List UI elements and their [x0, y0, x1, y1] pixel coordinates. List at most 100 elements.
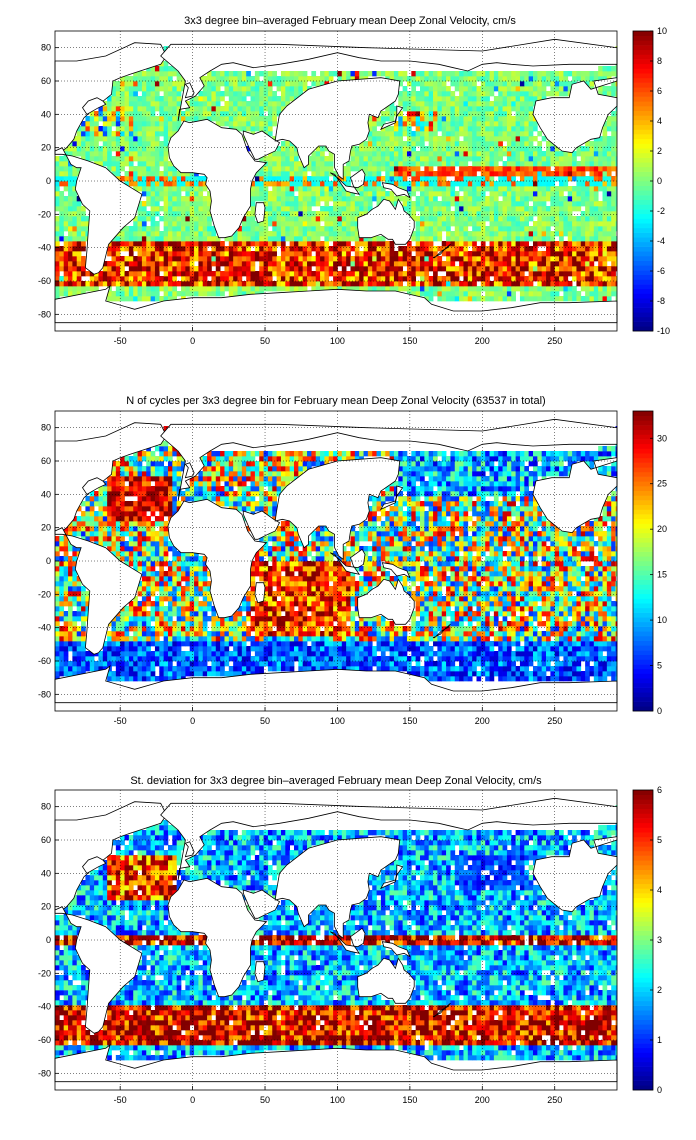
heatmap-cell: [424, 226, 430, 232]
heatmap-cell: [446, 256, 451, 262]
heatmap-cell: [506, 671, 512, 677]
heatmap-cell: [437, 156, 443, 162]
heatmap-cell: [163, 166, 169, 172]
heatmap-cell: [424, 211, 430, 217]
heatmap-cell: [315, 666, 321, 672]
heatmap-cell: [146, 256, 151, 262]
heatmap-cell: [120, 281, 125, 287]
heatmap-cell: [411, 111, 417, 117]
heatmap-cell: [276, 261, 282, 267]
heatmap-cell: [524, 106, 529, 112]
heatmap-cell: [154, 101, 160, 107]
heatmap-cell: [198, 96, 204, 102]
heatmap-cell: [511, 261, 516, 267]
heatmap-cell: [141, 661, 147, 667]
heatmap-cell: [519, 286, 525, 292]
heatmap-cell: [194, 116, 199, 122]
heatmap-cell: [424, 291, 430, 297]
heatmap-cell: [259, 261, 264, 267]
heatmap-cell: [450, 236, 456, 242]
heatmap-cell: [172, 221, 178, 227]
heatmap-cell: [567, 676, 573, 682]
heatmap-cell: [567, 271, 573, 277]
heatmap-cell: [528, 81, 534, 87]
heatmap-cell: [359, 286, 364, 292]
heatmap-cell: [146, 231, 151, 237]
heatmap-cell: [172, 281, 178, 287]
heatmap-cell: [580, 71, 586, 77]
colorbar-segment: [633, 120, 653, 126]
heatmap-cell: [189, 671, 195, 677]
heatmap-cell: [446, 211, 451, 217]
heatmap-cell: [485, 666, 490, 672]
heatmap-cell: [107, 291, 112, 297]
heatmap-cell: [459, 146, 464, 152]
heatmap-cell: [441, 161, 447, 167]
heatmap-cell: [367, 206, 373, 212]
heatmap-cell: [563, 196, 569, 202]
heatmap-cell: [493, 86, 499, 92]
heatmap-cell: [250, 96, 256, 102]
heatmap-cell: [515, 116, 521, 122]
heatmap-cell: [241, 136, 247, 142]
heatmap-cell: [272, 186, 277, 192]
heatmap-cell: [150, 196, 156, 202]
heatmap-cell: [502, 176, 508, 182]
heatmap-cell: [150, 121, 156, 127]
heatmap-cell: [420, 256, 425, 262]
heatmap-cell: [337, 211, 343, 217]
heatmap-cell: [576, 281, 582, 287]
heatmap-cell: [472, 266, 477, 272]
heatmap-cell: [602, 666, 608, 672]
heatmap-cell: [115, 86, 121, 92]
heatmap-cell: [176, 181, 182, 187]
heatmap-cell: [189, 661, 195, 667]
heatmap-cell: [298, 201, 304, 207]
heatmap-cell: [246, 266, 251, 272]
heatmap-cell: [420, 156, 425, 162]
heatmap-cell: [476, 181, 482, 187]
heatmap-cell: [376, 266, 382, 272]
heatmap-cell: [502, 161, 508, 167]
heatmap-cell: [276, 221, 282, 227]
heatmap-cell: [506, 166, 512, 172]
heatmap-cell: [315, 211, 321, 217]
heatmap-cell: [137, 106, 143, 112]
heatmap-cell: [602, 256, 608, 262]
heatmap-cell: [224, 236, 230, 242]
heatmap-cell: [420, 671, 425, 677]
heatmap-cell: [602, 676, 608, 682]
heatmap-cell: [111, 101, 117, 107]
heatmap-cell: [276, 86, 282, 92]
heatmap-cell: [550, 221, 556, 227]
heatmap-cell: [615, 166, 618, 172]
heatmap-cell: [389, 141, 395, 147]
heatmap-cell: [480, 281, 486, 287]
heatmap-cell: [567, 86, 573, 92]
colorbar-segment: [633, 82, 653, 88]
heatmap-cell: [493, 151, 499, 157]
heatmap-cell: [89, 136, 95, 142]
heatmap-cell: [159, 206, 164, 212]
heatmap-cell: [437, 81, 443, 87]
heatmap-cell: [150, 226, 156, 232]
heatmap-cell: [359, 186, 364, 192]
heatmap-cell: [233, 671, 238, 677]
heatmap-cell: [606, 181, 612, 187]
heatmap-cell: [298, 281, 304, 287]
heatmap-cell: [437, 121, 443, 127]
heatmap-cell: [115, 156, 121, 162]
heatmap-cell: [315, 221, 321, 227]
heatmap-cell: [224, 661, 230, 667]
heatmap-cell: [341, 241, 347, 247]
heatmap-cell: [324, 156, 330, 162]
heatmap-cell: [302, 266, 308, 272]
heatmap-cell: [150, 171, 156, 177]
heatmap-cell: [489, 201, 495, 207]
chart-title: N of cycles per 3x3 degree bin for Febru…: [126, 395, 545, 407]
heatmap-cell: [489, 256, 495, 262]
heatmap-cell: [463, 196, 469, 202]
heatmap-cell: [115, 96, 121, 102]
heatmap-cell: [333, 271, 338, 277]
heatmap-cell: [398, 246, 403, 252]
